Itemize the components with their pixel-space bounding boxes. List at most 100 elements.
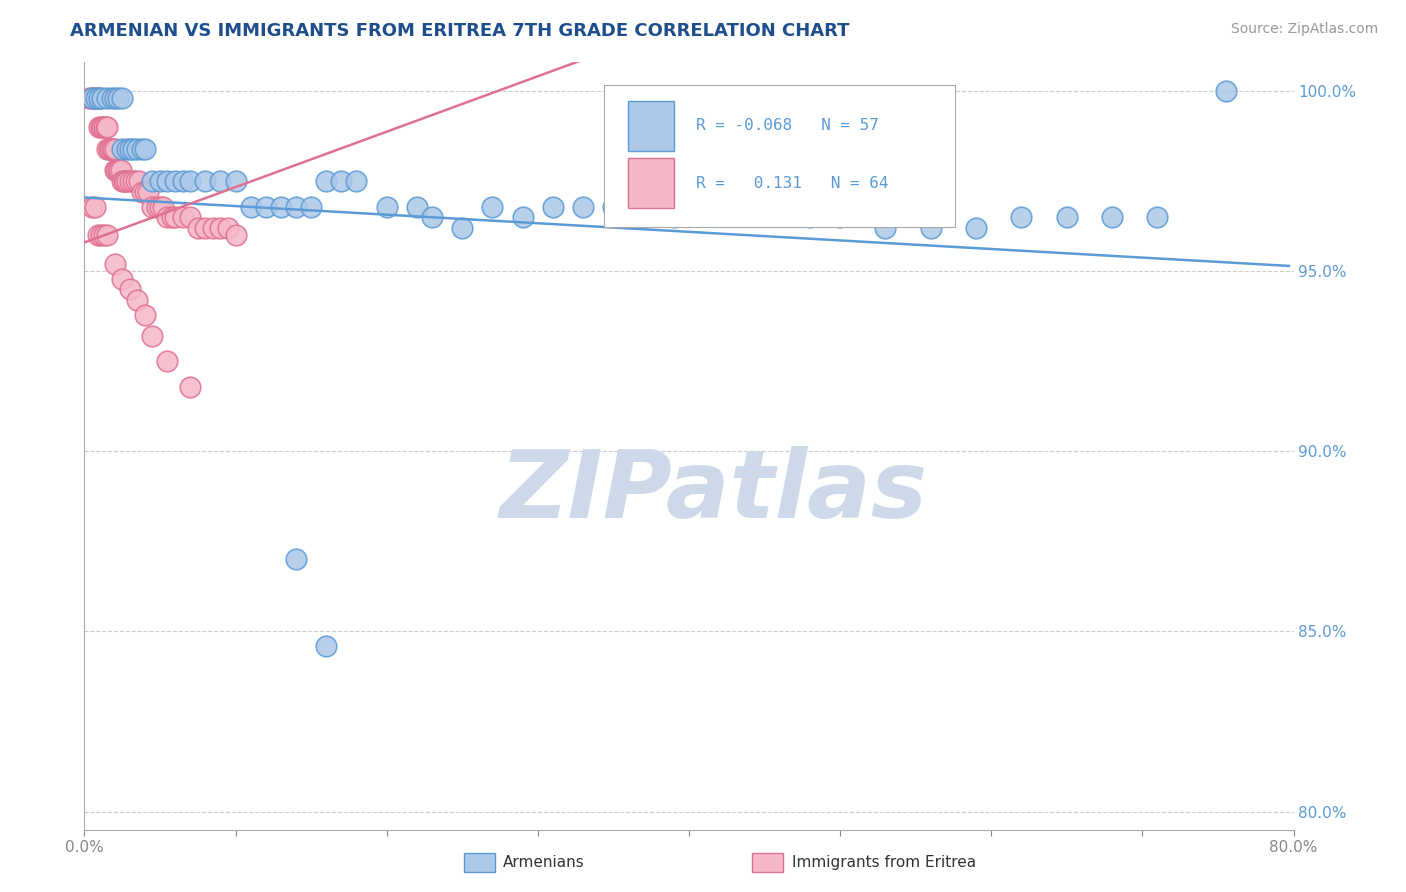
Point	[110, 163, 132, 178]
Point	[160, 211, 183, 225]
Text: ZIPatlas: ZIPatlas	[499, 446, 927, 538]
Point	[1011, 211, 1033, 225]
Text: Source: ZipAtlas.com: Source: ZipAtlas.com	[1230, 22, 1378, 37]
Point	[172, 174, 194, 188]
Point	[89, 120, 111, 135]
Point	[270, 200, 292, 214]
Point	[131, 142, 153, 156]
Point	[420, 211, 443, 225]
Point	[201, 221, 224, 235]
Point	[127, 142, 149, 156]
Point	[97, 142, 120, 156]
Point	[104, 142, 127, 156]
Point	[128, 174, 150, 188]
Point	[799, 211, 821, 225]
Point	[112, 174, 135, 188]
Point	[93, 228, 115, 243]
FancyBboxPatch shape	[628, 158, 675, 208]
Point	[451, 221, 474, 235]
Text: R = -0.068   N = 57: R = -0.068 N = 57	[696, 119, 879, 133]
Point	[179, 211, 201, 225]
Point	[285, 552, 308, 566]
Point	[481, 200, 503, 214]
Point	[96, 142, 118, 156]
Point	[149, 200, 172, 214]
Point	[101, 142, 124, 156]
Point	[86, 91, 108, 105]
Point	[346, 174, 368, 188]
Point	[239, 200, 262, 214]
Point	[146, 200, 169, 214]
Point	[709, 200, 731, 214]
Point	[225, 174, 247, 188]
Point	[406, 200, 429, 214]
Point	[136, 185, 159, 199]
Point	[91, 91, 114, 105]
Point	[80, 91, 103, 105]
Point	[254, 200, 277, 214]
Point	[118, 142, 141, 156]
FancyBboxPatch shape	[628, 101, 675, 151]
Point	[108, 163, 131, 178]
Point	[134, 308, 156, 322]
Point	[84, 91, 107, 105]
Point	[96, 228, 118, 243]
Point	[121, 142, 143, 156]
Point	[134, 185, 156, 199]
Point	[118, 282, 141, 296]
Point	[96, 120, 118, 135]
Point	[156, 211, 179, 225]
Point	[165, 174, 187, 188]
Point	[754, 200, 776, 214]
Point	[1056, 211, 1078, 225]
Point	[87, 91, 110, 105]
Point	[662, 211, 685, 225]
Point	[121, 174, 143, 188]
Point	[152, 200, 174, 214]
Point	[96, 91, 118, 105]
Point	[134, 142, 156, 156]
Text: ARMENIAN VS IMMIGRANTS FROM ERITREA 7TH GRADE CORRELATION CHART: ARMENIAN VS IMMIGRANTS FROM ERITREA 7TH …	[70, 22, 849, 40]
Point	[104, 257, 127, 271]
Point	[82, 91, 104, 105]
Point	[100, 142, 122, 156]
Point	[375, 200, 398, 214]
Point	[285, 200, 308, 214]
Point	[93, 120, 115, 135]
FancyBboxPatch shape	[605, 86, 955, 227]
Point	[80, 200, 103, 214]
Point	[149, 174, 172, 188]
Point	[87, 228, 110, 243]
Point	[105, 163, 128, 178]
Point	[965, 221, 987, 235]
Point	[125, 174, 148, 188]
Point	[80, 91, 103, 105]
Point	[633, 211, 655, 225]
Point	[330, 174, 353, 188]
Point	[875, 221, 897, 235]
Point	[111, 271, 134, 285]
Point	[141, 329, 163, 343]
Point	[89, 91, 111, 105]
Point	[920, 221, 942, 235]
Point	[107, 91, 129, 105]
Point	[111, 142, 134, 156]
Point	[131, 185, 153, 199]
Point	[194, 221, 217, 235]
Point	[541, 200, 564, 214]
Point	[187, 221, 209, 235]
Point	[1146, 211, 1168, 225]
Point	[90, 228, 112, 243]
Point	[209, 221, 232, 235]
Text: Armenians: Armenians	[503, 855, 585, 870]
Point	[141, 200, 163, 214]
Text: R =   0.131   N = 64: R = 0.131 N = 64	[696, 176, 889, 191]
Point	[1215, 84, 1237, 98]
Point	[127, 293, 149, 307]
Point	[830, 211, 852, 225]
Point	[512, 211, 534, 225]
Point	[111, 174, 134, 188]
Point	[90, 120, 112, 135]
Point	[100, 91, 122, 105]
Point	[84, 200, 107, 214]
